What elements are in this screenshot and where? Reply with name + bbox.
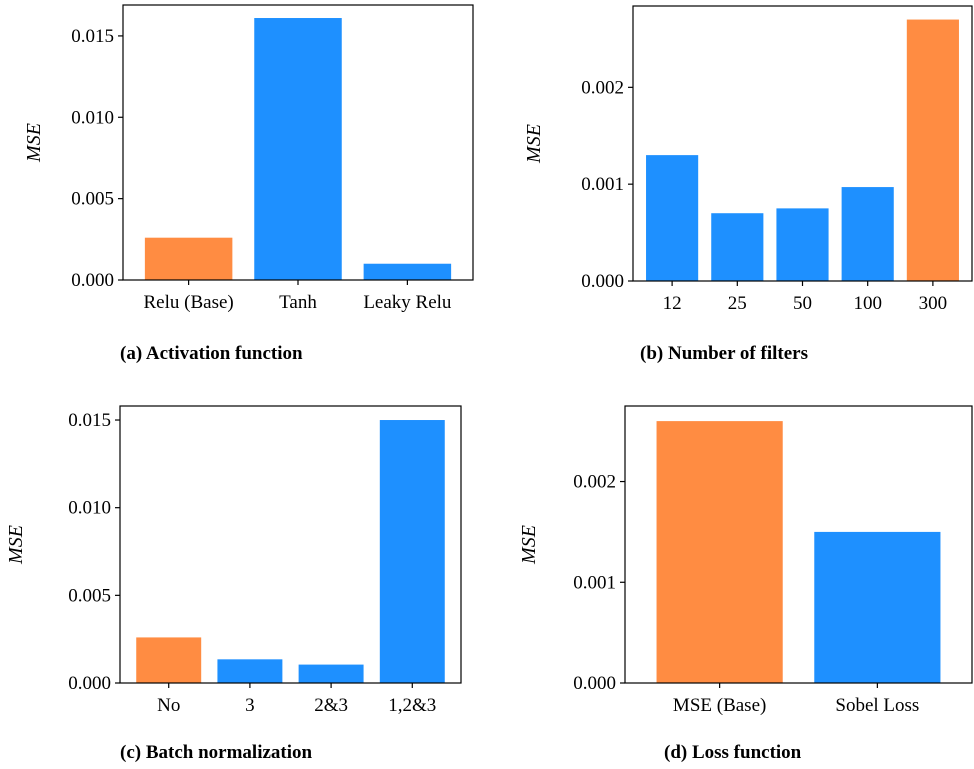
y-axis-label: MSE <box>523 124 545 164</box>
y-tick-label: 0.000 <box>71 270 114 291</box>
plot-frame <box>119 405 462 684</box>
bar-300 <box>906 19 959 282</box>
y-tick-label: 0.000 <box>573 673 616 694</box>
chart-loss-function: 0.000 0.001 0.002 MSE (Base) Sobel Loss MSE <box>518 405 973 716</box>
x-tick-label: Relu (Base) <box>144 292 234 313</box>
bar-tanh <box>254 18 342 280</box>
x-tick-label: 3 <box>245 695 255 716</box>
y-axis-label: MSE <box>23 123 45 163</box>
bar-no <box>136 637 202 683</box>
x-tick-label: Sobel Loss <box>835 695 919 716</box>
y-tick-label: 0.002 <box>573 472 616 493</box>
bar-relu-base- <box>144 237 233 280</box>
bar-100 <box>841 187 894 281</box>
y-tick-label: 0.010 <box>71 107 114 128</box>
y-tick-label: 0.001 <box>573 572 616 593</box>
y-tick-label: 0.000 <box>68 673 111 694</box>
bar-mse-base- <box>656 421 783 683</box>
chart-panel-d: 0.000 0.001 0.002 MSE (Base) Sobel Loss MSE <box>490 395 974 735</box>
y-axis-label: MSE <box>518 525 540 565</box>
x-tick-label: 2&3 <box>314 695 348 716</box>
y-tick-label: 0.000 <box>581 271 624 292</box>
y-tick-label: 0.005 <box>71 189 114 210</box>
caption-loss-function: (d) Loss function <box>664 742 802 763</box>
chart-number-of-filters: 0.000 0.001 0.002 12 25 50 100 300 MSE <box>523 5 973 314</box>
x-tick-label: 100 <box>853 293 882 314</box>
bar-3 <box>217 659 283 683</box>
plot-frame <box>624 405 973 684</box>
y-tick-label: 0.015 <box>71 26 114 47</box>
bar-25 <box>711 213 764 281</box>
x-tick-label: No <box>157 695 180 716</box>
y-tick-label: 0.002 <box>581 77 624 98</box>
y-tick-label: 0.005 <box>68 585 111 606</box>
x-tick-label: Leaky Relu <box>363 292 452 313</box>
y-axis-label: MSE <box>5 525 27 565</box>
x-tick-label: Tanh <box>279 292 317 313</box>
y-tick-label: 0.015 <box>68 410 111 431</box>
chart-panel-c: 0.000 0.005 0.010 0.015 No 3 2&3 1,2&3 MSE <box>0 395 490 735</box>
x-tick-label: MSE (Base) <box>673 695 766 716</box>
y-tick-label: 0.001 <box>581 174 624 195</box>
bar-1-2-3 <box>379 420 445 683</box>
x-tick-label: 50 <box>793 293 812 314</box>
chart-panel-a: 0.000 0.005 0.010 0.015 Relu (Base) Tanh Leaky… <box>0 0 490 330</box>
chart-activation-function: 0.000 0.005 0.010 0.015 Relu (Base) Tanh Leaky… <box>23 4 474 313</box>
caption-number-of-filters: (b) Number of filters <box>640 343 808 364</box>
bar-leaky-relu <box>363 263 452 280</box>
x-tick-label: 25 <box>728 293 747 314</box>
chart-batch-normalization: 0.000 0.005 0.010 0.015 No 3 2&3 1,2&3 MSE <box>5 405 462 716</box>
chart-panel-b: 0.000 0.001 0.002 12 25 50 100 300 MSE <box>490 0 974 330</box>
caption-batch-normalization: (c) Batch normalization <box>120 742 313 763</box>
bar-sobel-loss <box>814 531 941 683</box>
x-tick-label: 12 <box>663 293 682 314</box>
bar-12 <box>646 155 699 281</box>
bar-50 <box>776 208 829 281</box>
caption-activation-function: (a) Activation function <box>120 343 303 364</box>
bar-2-3 <box>298 664 364 683</box>
y-tick-label: 0.010 <box>68 498 111 519</box>
x-tick-label: 1,2&3 <box>388 695 436 716</box>
x-tick-label: 300 <box>919 293 948 314</box>
